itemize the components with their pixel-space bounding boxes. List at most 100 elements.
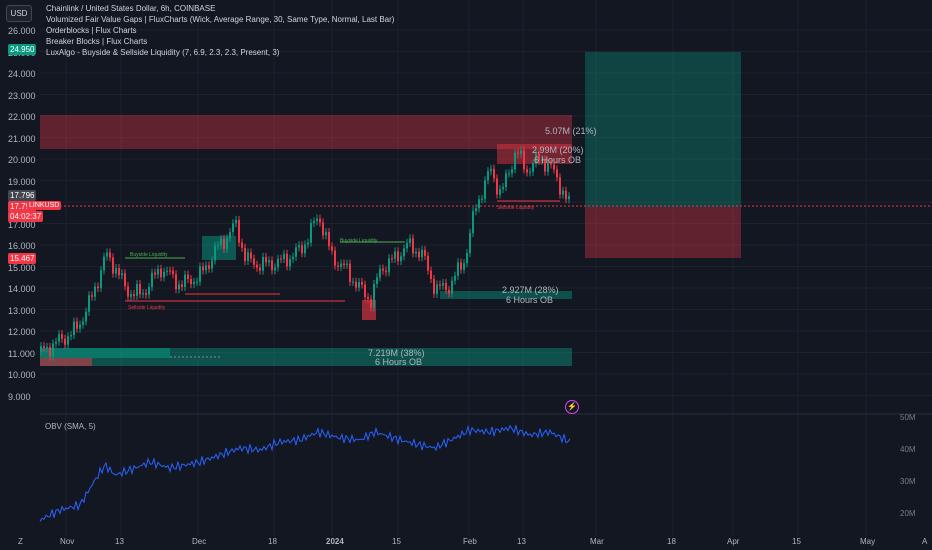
currency-button[interactable]: USD bbox=[6, 5, 32, 22]
candle-body bbox=[169, 270, 171, 272]
fvg-block-bear bbox=[40, 358, 92, 366]
candle-body bbox=[85, 311, 87, 322]
candle-body bbox=[190, 279, 192, 285]
candle-body bbox=[97, 286, 99, 289]
time-tick: 15 bbox=[792, 537, 801, 546]
price-tick: 9.000 bbox=[8, 391, 31, 402]
fvg-green bbox=[202, 236, 236, 260]
bottom-ob-timeframe: 6 Hours OB bbox=[375, 357, 423, 367]
candle-body bbox=[472, 211, 474, 234]
candle-body bbox=[385, 270, 387, 273]
candle-body bbox=[82, 321, 84, 325]
candle-body bbox=[454, 275, 456, 281]
price-axis[interactable]: 26.00025.00024.00023.00022.00021.00020.0… bbox=[0, 0, 40, 536]
candle-body bbox=[193, 281, 195, 285]
indicator-orderblocks[interactable]: Orderblocks | Flux Charts bbox=[46, 26, 137, 35]
candle-body bbox=[535, 153, 537, 164]
candle-body bbox=[466, 252, 468, 264]
candle-body bbox=[532, 163, 534, 172]
zoom-icon[interactable]: Z bbox=[18, 537, 23, 546]
supply-zone bbox=[40, 115, 572, 149]
candle-body bbox=[274, 267, 276, 271]
candle-body bbox=[160, 268, 162, 278]
indicator-liquidity[interactable]: LuxAlgo - Buyside & Sellside Liquidity (… bbox=[46, 48, 280, 57]
candle-body bbox=[412, 238, 414, 254]
candle-body bbox=[511, 169, 513, 174]
candle-body bbox=[304, 244, 306, 254]
candle-body bbox=[247, 252, 249, 261]
time-tick: Mar bbox=[590, 537, 604, 546]
price-tick: 24.000 bbox=[8, 69, 36, 79]
candle-body bbox=[184, 274, 186, 288]
auto-scale-icon[interactable]: A bbox=[922, 537, 928, 546]
candle-body bbox=[109, 252, 111, 258]
lightning-icon[interactable]: ⚡ bbox=[565, 400, 579, 414]
symbol-title[interactable]: Chainlink / United States Dollar, 6h, CO… bbox=[46, 4, 216, 13]
candle-body bbox=[343, 263, 345, 266]
candle-body bbox=[436, 284, 438, 294]
candle-body bbox=[226, 238, 228, 249]
price-tick: 20.000 bbox=[8, 155, 36, 165]
indicator-fvg[interactable]: Volumized Fair Value Gaps | FluxCharts (… bbox=[46, 15, 395, 24]
candle-body bbox=[541, 159, 543, 161]
candle-body bbox=[127, 286, 129, 297]
candle-body bbox=[118, 268, 120, 276]
candle-body bbox=[400, 256, 402, 262]
candle-body bbox=[520, 150, 522, 154]
candle-body bbox=[322, 222, 324, 236]
candle-body bbox=[376, 277, 378, 284]
countdown-tag: 04:02:37 bbox=[8, 211, 44, 222]
candle-body bbox=[445, 282, 447, 290]
candle-body bbox=[553, 164, 555, 170]
candle-body bbox=[481, 198, 483, 200]
low-ob-timeframe: 6 Hours OB bbox=[506, 295, 554, 305]
price-tag-target: 24.950 bbox=[8, 44, 37, 55]
top-ob-label: 5.07M (21%) bbox=[545, 126, 597, 136]
candle-body bbox=[148, 287, 150, 295]
candle-body bbox=[490, 168, 492, 172]
candle-body bbox=[361, 282, 363, 285]
candle-body bbox=[175, 274, 177, 290]
symbol-tag: LINKUSD bbox=[27, 201, 62, 210]
candle-body bbox=[133, 294, 135, 296]
candle-body bbox=[499, 188, 501, 195]
candle-body bbox=[154, 272, 156, 275]
candle-body bbox=[298, 245, 300, 248]
candle-body bbox=[100, 270, 102, 289]
candle-body bbox=[352, 281, 354, 283]
time-tick: May bbox=[860, 537, 876, 546]
candle-body bbox=[430, 270, 432, 280]
candle-body bbox=[349, 263, 351, 282]
price-chart[interactable] bbox=[0, 0, 932, 536]
candle-body bbox=[439, 284, 441, 286]
obv-line bbox=[39, 424, 571, 522]
indicator-breaker-blocks[interactable]: Breaker Blocks | Flux Charts bbox=[46, 37, 148, 46]
candle-body bbox=[250, 252, 252, 259]
candle-body bbox=[448, 289, 450, 294]
candle-body bbox=[526, 169, 528, 173]
candle-body bbox=[415, 251, 417, 254]
candle-body bbox=[49, 347, 51, 357]
price-tick: 15.000 bbox=[8, 262, 36, 273]
candle-body bbox=[331, 246, 333, 251]
candle-body bbox=[550, 163, 552, 165]
candle-body bbox=[199, 266, 201, 282]
candle-body bbox=[556, 169, 558, 178]
candle-body bbox=[346, 263, 348, 266]
candle-body bbox=[427, 255, 429, 271]
candle-body bbox=[46, 347, 48, 349]
price-tick: 16.000 bbox=[8, 241, 36, 251]
candle-body bbox=[334, 250, 336, 266]
time-tick: 15 bbox=[392, 537, 401, 546]
candle-body bbox=[217, 245, 219, 247]
sellside-label-1: Sellside Liquidity bbox=[128, 305, 166, 311]
candle-body bbox=[283, 253, 285, 260]
time-tick: 13 bbox=[115, 537, 124, 546]
obv-label[interactable]: OBV (SMA, 5) bbox=[45, 422, 96, 431]
candle-body bbox=[289, 259, 291, 267]
time-axis[interactable] bbox=[0, 536, 932, 550]
candle-body bbox=[388, 258, 390, 273]
candle-body bbox=[310, 223, 312, 243]
candle-body bbox=[442, 282, 444, 286]
sellside-label-2: Sellside Liquidity bbox=[497, 205, 535, 211]
